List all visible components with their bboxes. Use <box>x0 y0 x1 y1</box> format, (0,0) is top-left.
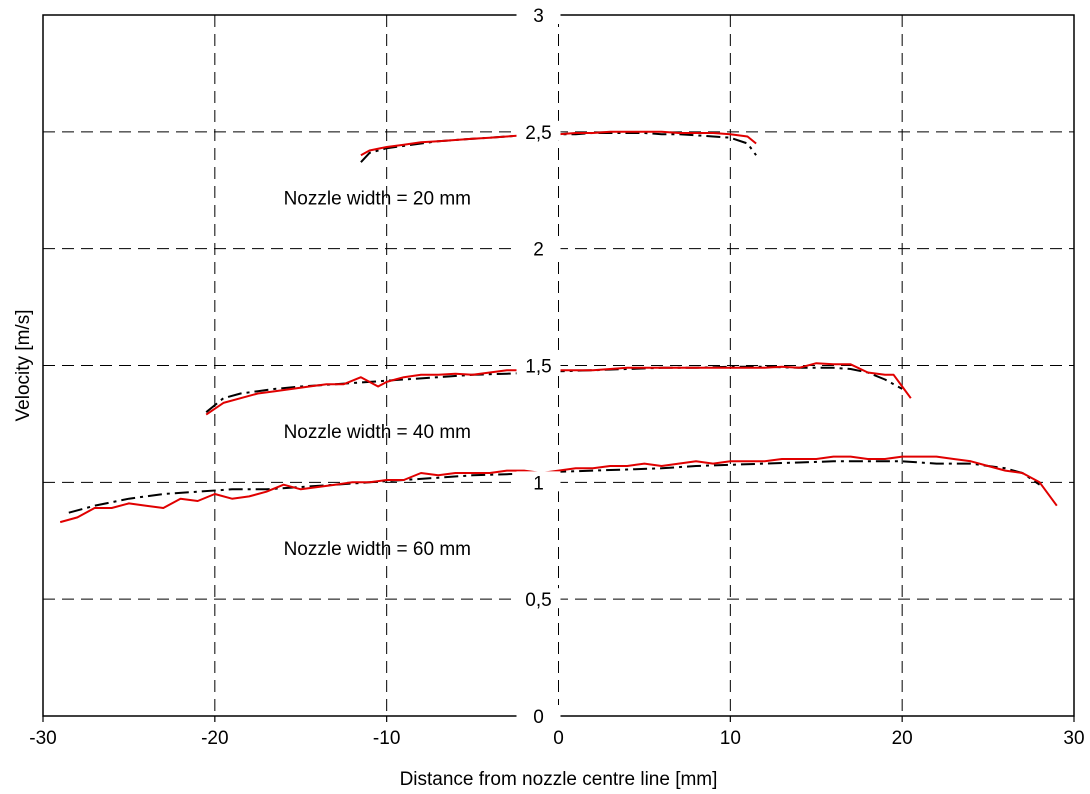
x-tick-label: -20 <box>201 728 228 749</box>
x-tick-label: -30 <box>29 728 56 749</box>
measured-series-line-4 <box>59 455 1058 524</box>
nozzle-width-annotation: Nozzle width = 60 mm <box>284 539 471 560</box>
x-axis-label: Distance from nozzle centre line [mm] <box>400 769 718 790</box>
y-tick-label: 3 <box>533 6 544 27</box>
y-tick-label-bg <box>516 354 561 375</box>
y-tick-label: 0,5 <box>525 590 551 611</box>
tick-labels: -30 -20 -10 0 10 20 30 0 0,5 1 1,5 2 2,5 3 <box>29 4 1085 749</box>
y-tick-label-bg <box>516 4 561 24</box>
y-tick-label-bg <box>516 237 561 258</box>
y-tick-label: 2 <box>533 240 544 261</box>
y-axis-label: Velocity [m/s] <box>13 310 34 422</box>
y-tick-label: 1 <box>533 473 544 494</box>
nozzle-width-annotation: Nozzle width = 40 mm <box>284 422 471 443</box>
y-tick-label-bg <box>516 120 561 141</box>
x-tick-label: 0 <box>553 728 564 749</box>
x-tick-label: 30 <box>1063 728 1084 749</box>
y-tick-label: 2,5 <box>525 123 551 144</box>
annotations: Nozzle width = 20 mm Nozzle width = 40 mm… <box>284 188 471 560</box>
x-tick-label: 20 <box>892 728 913 749</box>
y-tick-label: 0 <box>533 707 544 728</box>
y-tick-label: 1,5 <box>525 357 551 378</box>
simulated-series-line-1 <box>360 132 757 163</box>
nozzle-width-annotation: Nozzle width = 20 mm <box>284 188 471 209</box>
y-tick-label-bg <box>516 471 561 492</box>
y-tick-label-bg <box>516 705 561 725</box>
simulated-series-line-3 <box>205 365 903 413</box>
x-tick-label: 10 <box>720 728 741 749</box>
x-tick-label: -10 <box>373 728 400 749</box>
y-tick-label-bg <box>516 588 561 609</box>
